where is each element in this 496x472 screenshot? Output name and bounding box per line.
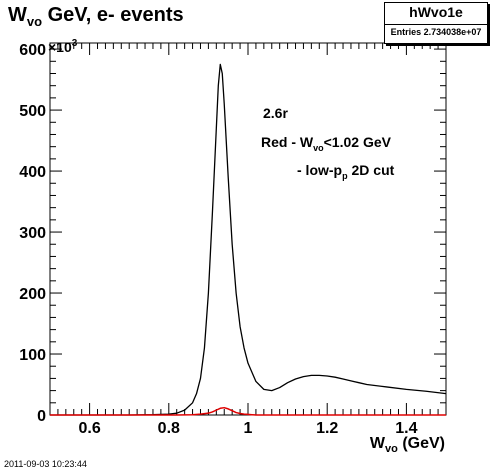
x-axis-label: Wvo (GeV) [370, 435, 445, 455]
y-tick-label: 200 [19, 286, 46, 303]
axis-ticks [49, 43, 447, 416]
cut-series-line [50, 406, 446, 416]
stats-divider [385, 24, 487, 25]
main-series-line [50, 63, 447, 416]
plot-axes [49, 42, 447, 416]
x-label-unit: (GeV) [398, 435, 445, 452]
title-base: W [8, 4, 27, 26]
entries-count: Entries 2.734038e+07 [390, 27, 482, 37]
annotation-red-cut-pre: Red - W [261, 134, 314, 150]
x-tick-label: 1 [244, 420, 253, 437]
x-tick-label: 0.8 [158, 420, 180, 437]
annotation-lowp-sub: p [342, 170, 348, 181]
annotation-version: 2.6r [263, 105, 288, 121]
y-axis-multiplier: ×103 [48, 38, 78, 55]
title-subscript: vo [26, 14, 43, 29]
annotation-lowp-pre: - low-p [297, 162, 343, 178]
x-tick-label: 1.4 [395, 420, 417, 437]
y-tick-label: 500 [19, 103, 46, 120]
tick-labels: 0 100 200 300 400 500 600 0.6 0.8 1 1.2 1.4 [19, 42, 417, 437]
title-rest: GeV, e- events [42, 4, 184, 26]
stats-box: hWvo1e Entries 2.734038e+07 [384, 2, 488, 44]
x-label-base: W [370, 435, 386, 452]
annotation-red-cut-sub: vo [313, 142, 324, 153]
annotation-red-cut: Red - Wvo<1.02 GeV [261, 134, 391, 153]
x-tick-label: 0.6 [78, 420, 100, 437]
x-label-sub: vo [385, 443, 398, 455]
y-multiplier-exponent: 3 [72, 38, 78, 49]
y-multiplier-base: ×10 [48, 39, 72, 55]
annotation-lowp-post: 2D cut [347, 162, 395, 178]
plot-frame [49, 42, 447, 416]
annotation-lowp-cut: - low-pp 2D cut [297, 162, 394, 181]
annotation-red-cut-post: <1.02 GeV [323, 134, 391, 150]
y-tick-label: 300 [19, 225, 46, 242]
x-tick-label: 1.2 [316, 420, 338, 437]
y-tick-label: 100 [19, 347, 46, 364]
y-tick-label: 600 [19, 42, 46, 59]
y-tick-label: 0 [37, 408, 46, 425]
histogram-curves [50, 63, 447, 416]
timestamp: 2011-09-03 10:23:44 [4, 459, 87, 469]
y-tick-label: 400 [19, 164, 46, 181]
histogram-name: hWvo1e [409, 4, 463, 20]
plot-title: Wvo GeV, e- events [8, 4, 184, 29]
